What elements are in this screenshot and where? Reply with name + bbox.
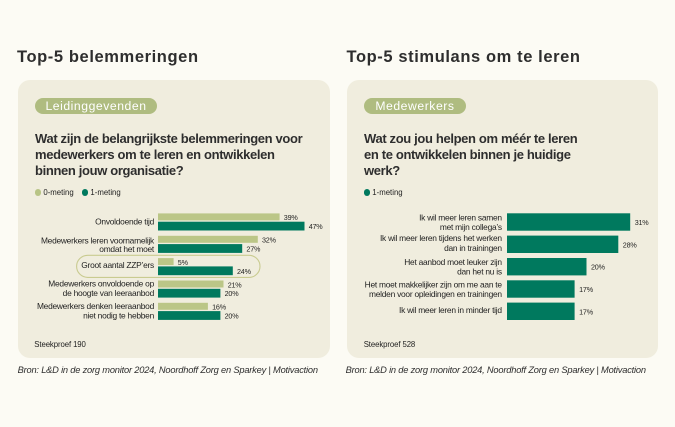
svg-text:20%: 20%	[225, 289, 240, 298]
svg-text:16%: 16%	[212, 303, 227, 312]
svg-text:omdat het moet: omdat het moet	[99, 244, 155, 254]
svg-text:Ik wil meer leren samen: Ik wil meer leren samen	[419, 213, 502, 223]
svg-text:31%: 31%	[635, 218, 650, 227]
svg-text:17%: 17%	[579, 307, 594, 316]
svg-text:Onvoldoende tijd: Onvoldoende tijd	[95, 217, 154, 227]
svg-text:Medewerkers onvoldoende op: Medewerkers onvoldoende op	[48, 279, 154, 289]
svg-text:20%: 20%	[225, 312, 240, 321]
svg-text:Het aanbod moet leuker zijn: Het aanbod moet leuker zijn	[404, 257, 502, 267]
svg-text:28%: 28%	[623, 240, 638, 249]
svg-text:20%: 20%	[591, 263, 606, 272]
svg-text:Ik wil meer leren tijdens het: Ik wil meer leren tijdens het werken	[380, 233, 502, 243]
svg-text:21%: 21%	[228, 280, 243, 289]
svg-text:39%: 39%	[284, 213, 299, 222]
svg-text:Medewerkers denken leeraanbod: Medewerkers denken leeraanbod	[37, 301, 155, 311]
svg-text:Groot aantal ZZP’ers: Groot aantal ZZP’ers	[81, 260, 154, 270]
svg-text:melden voor opleidingen en tra: melden voor opleidingen en trainingen	[369, 289, 502, 299]
svg-text:27%: 27%	[246, 245, 261, 254]
svg-text:dan in trainingen: dan in trainingen	[444, 243, 502, 253]
svg-text:Het moet makkelijker zijn om m: Het moet makkelijker zijn om me aan te	[365, 279, 503, 289]
svg-text:dan het nu is: dan het nu is	[457, 266, 502, 276]
svg-text:5%: 5%	[178, 258, 189, 267]
svg-text:met mijn collega’s: met mijn collega’s	[440, 222, 502, 232]
svg-text:47%: 47%	[309, 222, 324, 231]
svg-text:17%: 17%	[579, 285, 594, 294]
svg-text:Ik wil meer leren in minder ti: Ik wil meer leren in minder tijd	[399, 305, 502, 315]
svg-text:niet nodig te hebben: niet nodig te hebben	[83, 311, 154, 321]
svg-text:32%: 32%	[262, 236, 277, 245]
svg-text:de hoogte van leeraanbod: de hoogte van leeraanbod	[63, 288, 155, 298]
svg-text:24%: 24%	[237, 267, 252, 276]
svg-text:Medewerkers leren voornamelijk: Medewerkers leren voornamelijk	[41, 235, 155, 245]
